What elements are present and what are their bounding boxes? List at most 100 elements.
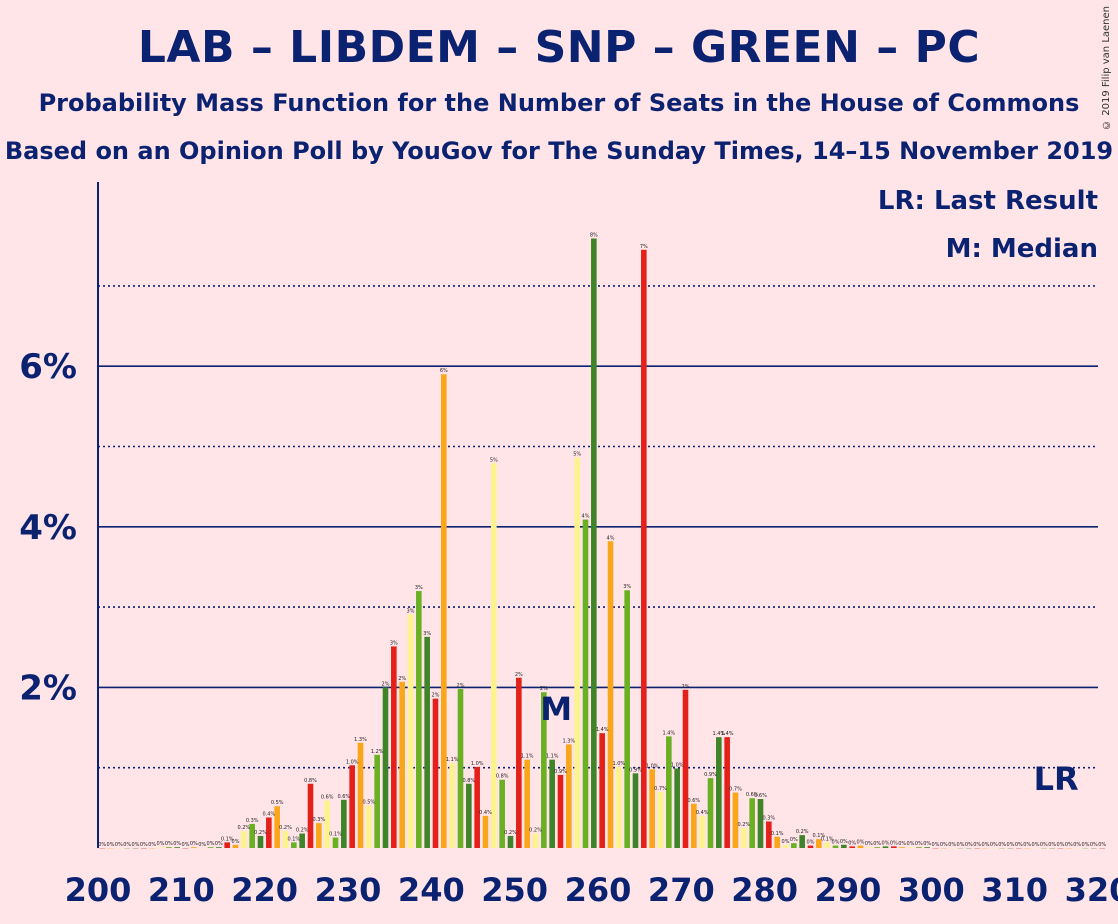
bar bbox=[291, 842, 297, 848]
bar-label: 2% bbox=[682, 684, 690, 690]
bar-label: 0% bbox=[1065, 842, 1073, 848]
bar-label: 0.8% bbox=[462, 778, 475, 784]
bar-label: 0% bbox=[890, 840, 898, 846]
bar-label: 0.9% bbox=[704, 772, 717, 778]
x-tick-label: 290 bbox=[815, 871, 882, 909]
bar bbox=[257, 835, 264, 848]
chart-title: LAB – LIBDEM – SNP – GREEN – PC bbox=[137, 22, 981, 73]
bar-label: 0.6% bbox=[746, 792, 759, 798]
bar bbox=[666, 736, 672, 848]
bar-label: 0% bbox=[182, 842, 190, 848]
bar bbox=[841, 844, 847, 848]
bar-label: 0% bbox=[232, 839, 240, 845]
bar bbox=[499, 779, 505, 848]
bar-label: 0.1% bbox=[821, 836, 834, 842]
x-tick-label: 300 bbox=[898, 871, 965, 909]
bar-label: 0.3% bbox=[246, 818, 259, 824]
bar bbox=[349, 765, 355, 848]
bar-label: 1.0% bbox=[346, 759, 359, 765]
bar-label: 0.1% bbox=[287, 836, 300, 842]
bar-label: 0.2% bbox=[296, 828, 309, 834]
bar-label: 0% bbox=[207, 841, 215, 847]
bar-label: 0% bbox=[932, 842, 940, 848]
bar bbox=[357, 742, 364, 848]
bar-label: 0% bbox=[782, 839, 790, 845]
bar-label: 0.9% bbox=[554, 769, 567, 775]
bar-label: 0% bbox=[1073, 842, 1081, 848]
bar bbox=[507, 835, 514, 848]
bar-label: 0% bbox=[98, 842, 106, 848]
bar-label: 0.2% bbox=[504, 830, 517, 836]
bar-label: 0% bbox=[1048, 842, 1056, 848]
bar-label: 0% bbox=[898, 841, 906, 847]
bar bbox=[266, 817, 272, 848]
bar-label: 0.6% bbox=[754, 793, 767, 799]
bar-label: 0.2% bbox=[279, 825, 292, 831]
bar bbox=[899, 847, 905, 848]
y-tick-label: 6% bbox=[19, 347, 77, 387]
bar bbox=[241, 831, 247, 848]
bar bbox=[449, 762, 455, 848]
bar-series bbox=[99, 238, 1105, 849]
bar bbox=[774, 836, 780, 848]
bar-label: 0% bbox=[1007, 842, 1015, 848]
bar bbox=[516, 677, 522, 848]
bar bbox=[366, 805, 372, 848]
y-tick-label: 4% bbox=[19, 508, 77, 548]
bar-label: 0.6% bbox=[687, 798, 700, 804]
bar bbox=[816, 839, 822, 848]
bar-label: 0% bbox=[982, 842, 990, 848]
bar-label: 1.3% bbox=[354, 737, 367, 743]
x-tick-label: 240 bbox=[398, 871, 465, 909]
bar-label: 0% bbox=[215, 841, 223, 847]
bar bbox=[532, 833, 539, 848]
bar-label: 0.9% bbox=[629, 767, 642, 773]
bar-label: 0% bbox=[873, 841, 881, 847]
bar-label: 0.2% bbox=[737, 822, 750, 828]
median-marker: M bbox=[540, 690, 572, 728]
axes: 2% 4% 6% 200 210 220 230 240 250 260 270 280 290 300 3… bbox=[19, 182, 1118, 909]
bar-label: 0% bbox=[807, 840, 815, 846]
bar bbox=[657, 791, 664, 848]
bar-label: 0% bbox=[998, 842, 1006, 848]
bar-label: 1.4% bbox=[712, 731, 725, 737]
bar-label: 0% bbox=[198, 842, 206, 848]
bar bbox=[691, 803, 697, 848]
bar-label: 1.4% bbox=[662, 730, 675, 736]
bar-label: 0% bbox=[857, 840, 865, 846]
bar bbox=[457, 689, 464, 848]
bar bbox=[307, 783, 314, 848]
bar-label: 4% bbox=[607, 535, 615, 541]
bar-label: 5% bbox=[573, 452, 581, 458]
bar-label: 0% bbox=[915, 841, 923, 847]
bar-label: 0% bbox=[973, 842, 981, 848]
x-tick-label: 280 bbox=[731, 871, 798, 909]
bar bbox=[749, 798, 755, 848]
bar bbox=[907, 847, 914, 848]
bar-label: 0.4% bbox=[262, 811, 275, 817]
bar bbox=[791, 843, 797, 848]
bar-label: 0% bbox=[115, 842, 123, 848]
y-tick-label: 2% bbox=[19, 668, 77, 708]
bar bbox=[707, 778, 714, 848]
x-tick-label: 220 bbox=[231, 871, 298, 909]
bar-label: 4% bbox=[582, 514, 590, 520]
bar-label: 0% bbox=[965, 842, 973, 848]
bar bbox=[616, 766, 622, 848]
bar-label: 0.2% bbox=[254, 830, 267, 836]
last-result-marker: LR bbox=[1034, 760, 1079, 798]
bar-label: 0.8% bbox=[496, 774, 509, 780]
bar bbox=[282, 831, 289, 848]
x-tick-label: 210 bbox=[148, 871, 215, 909]
bar bbox=[316, 823, 322, 848]
bar-label: 0% bbox=[1057, 842, 1065, 848]
bar-label: 0.3% bbox=[312, 817, 325, 823]
bar-label: 6% bbox=[440, 368, 448, 374]
x-tick-label: 230 bbox=[315, 871, 382, 909]
bar-label: 0.7% bbox=[729, 787, 742, 793]
bar-label: 0% bbox=[157, 841, 165, 847]
bar bbox=[874, 847, 880, 848]
bar-label: 1.0% bbox=[646, 763, 659, 769]
bar-label: 0% bbox=[840, 839, 848, 845]
